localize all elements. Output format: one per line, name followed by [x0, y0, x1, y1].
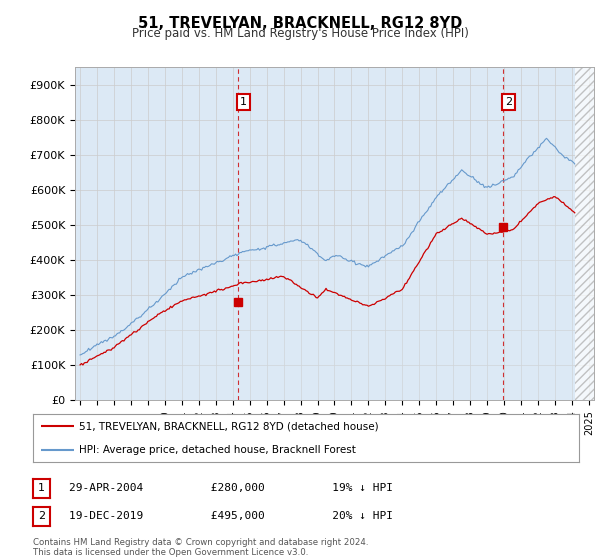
Text: Contains HM Land Registry data © Crown copyright and database right 2024.
This d: Contains HM Land Registry data © Crown c…: [33, 538, 368, 557]
Bar: [575, 67, 598, 400]
Text: 19-DEC-2019          £495,000          20% ↓ HPI: 19-DEC-2019 £495,000 20% ↓ HPI: [69, 511, 393, 521]
Text: 1: 1: [240, 97, 247, 108]
Text: Price paid vs. HM Land Registry's House Price Index (HPI): Price paid vs. HM Land Registry's House …: [131, 27, 469, 40]
Text: 29-APR-2004          £280,000          19% ↓ HPI: 29-APR-2004 £280,000 19% ↓ HPI: [69, 483, 393, 493]
Text: 2: 2: [505, 97, 512, 108]
Text: 1: 1: [38, 483, 45, 493]
Text: 2: 2: [38, 511, 45, 521]
Text: 51, TREVELYAN, BRACKNELL, RG12 8YD: 51, TREVELYAN, BRACKNELL, RG12 8YD: [138, 16, 462, 31]
Text: 51, TREVELYAN, BRACKNELL, RG12 8YD (detached house): 51, TREVELYAN, BRACKNELL, RG12 8YD (deta…: [79, 421, 379, 431]
Text: HPI: Average price, detached house, Bracknell Forest: HPI: Average price, detached house, Brac…: [79, 445, 356, 455]
